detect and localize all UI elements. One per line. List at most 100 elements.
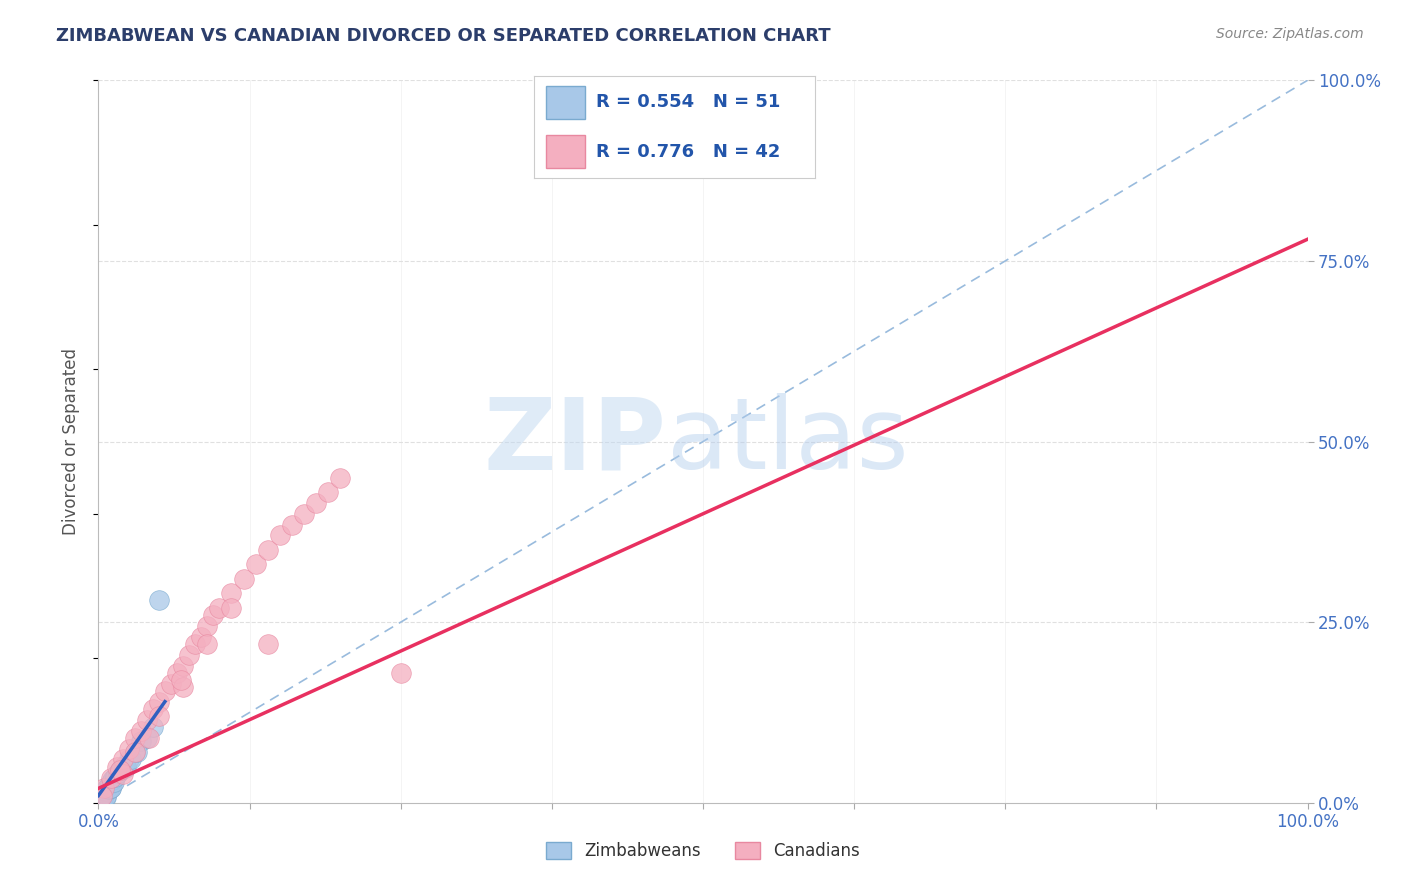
Point [90, 789, 112, 804]
Point [103, 775, 125, 789]
Point [89, 795, 111, 809]
Point [91, 789, 114, 803]
Point [148, 695, 170, 709]
Point [172, 680, 194, 694]
Point [91, 790, 114, 805]
Point [94, 784, 117, 798]
Point [94, 790, 117, 805]
Point [172, 658, 194, 673]
Text: R = 0.554   N = 51: R = 0.554 N = 51 [596, 94, 780, 112]
Point [89, 792, 111, 806]
Point [98, 778, 121, 792]
Point [91, 788, 114, 802]
Point [105, 767, 128, 781]
Y-axis label: Divorced or Separated: Divorced or Separated [62, 348, 80, 535]
Point [100, 774, 122, 789]
Point [90, 794, 112, 808]
Point [329, 471, 352, 485]
Point [166, 665, 188, 680]
Point [101, 775, 124, 789]
Legend: Zimbabweans, Canadians: Zimbabweans, Canadians [540, 835, 866, 867]
Point [89, 794, 111, 808]
Point [135, 713, 157, 727]
Point [96, 781, 118, 796]
Point [221, 586, 243, 600]
Point [111, 760, 134, 774]
Point [316, 485, 339, 500]
Point [90, 793, 112, 807]
Point [108, 764, 131, 778]
Point [105, 760, 128, 774]
Point [202, 607, 225, 622]
Point [305, 496, 328, 510]
Point [148, 593, 170, 607]
Text: ZIMBABWEAN VS CANADIAN DIVORCED OR SEPARATED CORRELATION CHART: ZIMBABWEAN VS CANADIAN DIVORCED OR SEPAR… [56, 27, 831, 45]
Point [101, 773, 124, 788]
Point [142, 702, 165, 716]
Point [135, 731, 157, 745]
Point [153, 683, 176, 698]
Point [93, 785, 115, 799]
Point [292, 507, 315, 521]
Point [93, 781, 115, 796]
Point [256, 637, 278, 651]
Point [118, 752, 141, 766]
Point [256, 542, 278, 557]
Point [100, 771, 122, 785]
Point [89, 794, 111, 808]
Point [389, 665, 412, 680]
Point [114, 761, 136, 775]
Point [87, 795, 110, 809]
Point [112, 759, 135, 773]
Text: ZIP: ZIP [484, 393, 666, 490]
Point [104, 770, 127, 784]
Point [107, 766, 129, 780]
Point [129, 723, 152, 738]
Point [111, 767, 134, 781]
Point [232, 572, 254, 586]
Point [96, 789, 118, 804]
Point [169, 673, 191, 687]
Point [103, 771, 125, 785]
Point [97, 782, 120, 797]
Point [190, 630, 212, 644]
Point [195, 619, 218, 633]
Point [93, 786, 115, 800]
Point [108, 764, 131, 778]
Point [195, 637, 218, 651]
Point [245, 558, 267, 572]
Point [93, 786, 115, 800]
Bar [546, 87, 585, 119]
Point [115, 760, 138, 774]
Point [111, 752, 134, 766]
Point [208, 600, 231, 615]
Point [97, 782, 120, 797]
Point [98, 777, 121, 791]
Point [100, 781, 122, 796]
Point [91, 787, 114, 801]
Point [281, 517, 304, 532]
Point [221, 600, 243, 615]
Bar [546, 136, 585, 168]
Point [90, 790, 112, 805]
Point [118, 741, 141, 756]
Point [124, 745, 146, 759]
Point [184, 637, 207, 651]
Text: Source: ZipAtlas.com: Source: ZipAtlas.com [1216, 27, 1364, 41]
Text: atlas: atlas [666, 393, 908, 490]
Point [91, 789, 114, 803]
Point [120, 752, 142, 766]
Point [124, 745, 146, 759]
Point [179, 648, 201, 662]
Point [269, 528, 291, 542]
Point [124, 731, 146, 745]
Point [91, 791, 114, 805]
Point [90, 791, 112, 805]
Point [127, 744, 149, 758]
Point [129, 734, 152, 748]
Point [142, 720, 165, 734]
Point [96, 780, 118, 795]
Point [100, 780, 122, 795]
Point [160, 676, 183, 690]
Point [148, 709, 170, 723]
